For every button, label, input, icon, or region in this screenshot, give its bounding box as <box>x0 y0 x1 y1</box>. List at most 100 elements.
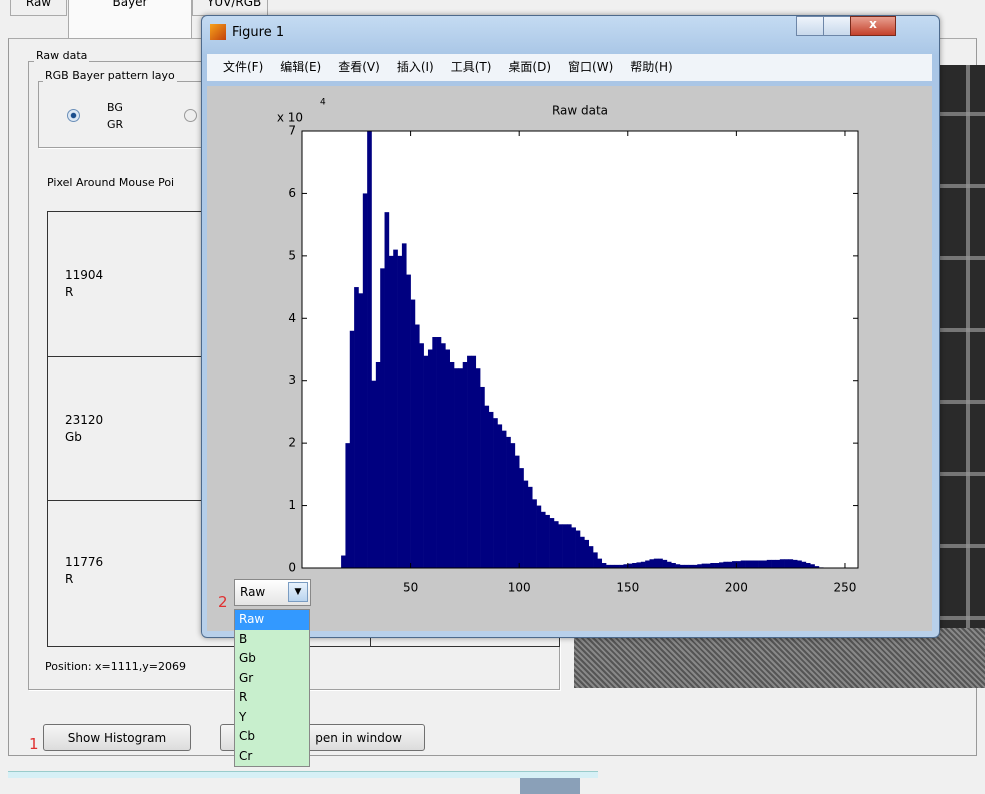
histogram-bar <box>537 506 542 568</box>
histogram-bar <box>584 540 589 568</box>
histogram-bar <box>741 561 746 568</box>
histogram-bar <box>402 243 407 568</box>
histogram-bar <box>589 546 594 568</box>
step-label: 2 <box>218 593 228 611</box>
histogram-bar <box>428 350 433 569</box>
histogram-bar <box>663 560 668 568</box>
dropdown-option[interactable]: B <box>235 630 309 650</box>
dropdown-option[interactable]: Y <box>235 708 309 728</box>
histogram-bar <box>385 212 390 568</box>
dropdown-value: Raw <box>235 585 265 599</box>
histogram-bar <box>545 515 550 568</box>
histogram-bar <box>541 512 546 568</box>
histogram-bar <box>676 564 681 568</box>
histogram-bar <box>376 362 381 568</box>
histogram-bar <box>797 561 802 568</box>
dropdown-option[interactable]: Raw <box>235 610 309 630</box>
histogram-bar <box>398 256 403 568</box>
histogram-bar <box>671 563 676 568</box>
histogram-bar <box>432 337 437 568</box>
histogram-bar <box>476 368 481 568</box>
histogram-bar <box>458 368 463 568</box>
histogram-bar <box>593 552 598 568</box>
histogram-bar <box>380 268 385 568</box>
histogram-bar <box>354 287 359 568</box>
histogram-bar <box>463 362 468 568</box>
histogram-bar <box>519 468 524 568</box>
y-tick-label: 3 <box>288 373 296 387</box>
histogram-bar <box>471 356 476 568</box>
y-tick-label: 4 <box>288 311 296 325</box>
histogram-bar <box>415 325 420 568</box>
histogram-bar <box>558 524 563 568</box>
x-tick-label: 100 <box>508 581 531 595</box>
histogram-bar <box>632 563 637 568</box>
histogram-bar <box>437 337 442 568</box>
histogram-bar <box>775 560 780 568</box>
histogram-bar <box>363 193 368 568</box>
histogram-bar <box>484 406 489 568</box>
histogram-bar <box>419 343 424 568</box>
histogram-bar <box>350 331 355 568</box>
histogram-bar <box>341 556 346 568</box>
histogram-bar <box>702 564 707 568</box>
histogram-bar <box>658 559 663 568</box>
y-tick-label: 2 <box>288 436 296 450</box>
histogram-bar <box>810 564 815 568</box>
histogram-bar <box>372 381 377 568</box>
histogram-bar <box>467 356 472 568</box>
histogram-bar <box>345 443 350 568</box>
histogram-bar <box>736 561 741 568</box>
histogram-bar <box>550 518 555 568</box>
histogram-bar <box>710 563 715 568</box>
histogram-bar <box>602 563 607 568</box>
y-tick-label: 1 <box>288 498 296 512</box>
screen: {"tabs":["Raw","Bayer","YUV/RGB"], "pane… <box>0 0 985 794</box>
histogram-bar <box>563 524 568 568</box>
histogram-bar <box>754 561 759 568</box>
chart-title: Raw data <box>552 104 608 118</box>
histogram-bar <box>450 362 455 568</box>
histogram-bar <box>358 293 363 568</box>
histogram-bar <box>389 256 394 568</box>
y-multiplier-exponent: 4 <box>320 98 326 108</box>
y-tick-label: 7 <box>288 124 296 138</box>
histogram-bar <box>411 300 416 568</box>
histogram-bar <box>597 559 602 568</box>
histogram-bar <box>511 443 516 568</box>
y-multiplier: x 10 <box>277 111 303 125</box>
histogram-bar <box>784 559 789 568</box>
histogram-bar <box>393 250 398 568</box>
histogram-bar <box>406 275 411 568</box>
histogram-bar <box>424 356 429 568</box>
histogram-bar <box>567 524 572 568</box>
dropdown-option[interactable]: Cr <box>235 747 309 767</box>
dropdown-option[interactable]: Gr <box>235 669 309 689</box>
x-tick-label: 200 <box>725 581 748 595</box>
histogram-bar <box>445 350 450 569</box>
histogram-bar <box>789 559 794 568</box>
y-tick-label: 5 <box>288 248 296 262</box>
histogram-bar <box>641 562 646 568</box>
histogram-bar <box>528 487 533 568</box>
histogram-bar <box>576 531 581 568</box>
dropdown-option[interactable]: R <box>235 688 309 708</box>
histogram-bar <box>706 564 711 568</box>
histogram-bar <box>650 559 655 568</box>
channel-dropdown[interactable]: Raw ▼ <box>234 579 311 606</box>
histogram-bar <box>580 537 585 568</box>
histogram-bar <box>667 562 672 568</box>
histogram-bar <box>806 563 811 568</box>
histogram-bar <box>480 387 485 568</box>
dropdown-option[interactable]: Gb <box>235 649 309 669</box>
histogram-bar <box>554 521 559 568</box>
histogram-bar <box>441 343 446 568</box>
histogram-bar <box>628 564 633 568</box>
histogram-bar <box>493 418 498 568</box>
histogram-bar <box>771 560 776 568</box>
histogram-bar <box>571 527 576 568</box>
x-tick-label: 250 <box>834 581 857 595</box>
histogram-bar <box>506 437 511 568</box>
dropdown-option[interactable]: Cb <box>235 727 309 747</box>
